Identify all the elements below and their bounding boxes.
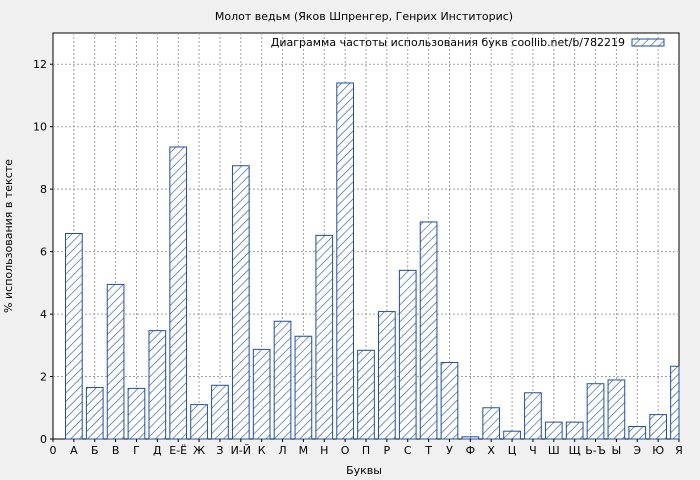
bar-Ч	[524, 392, 542, 440]
x-tick-label: Щ	[569, 444, 581, 457]
bar-Б	[85, 386, 104, 440]
y-tick-label: 12	[33, 58, 47, 71]
x-tick-label: В	[112, 444, 120, 457]
x-tick-label: З	[216, 444, 223, 457]
bar-Ж	[190, 404, 208, 440]
x-tick-label: Я	[675, 444, 683, 457]
x-tick-label: Э	[633, 444, 641, 457]
x-tick-label: Г	[133, 444, 140, 457]
bar-Х	[482, 407, 501, 440]
bar-Ш	[544, 421, 563, 440]
bar-К	[252, 348, 271, 440]
x-tick-label: Л	[278, 444, 286, 457]
x-tick-label: Ж	[193, 444, 205, 457]
y-tick-label: 6	[40, 246, 47, 259]
x-tick-label: Б	[91, 444, 99, 457]
bar-О	[336, 82, 354, 440]
x-tick-label: Е-Ё	[169, 444, 187, 457]
bar-Е-Ё	[169, 146, 188, 440]
x-tick-label: У	[446, 444, 453, 457]
x-tick-label: А	[70, 444, 78, 457]
x-tick-label: К	[258, 444, 266, 457]
bar-С	[398, 269, 417, 440]
y-tick-label: 10	[33, 121, 47, 134]
bar-Ы	[607, 379, 626, 440]
x-tick-label: Т	[424, 444, 432, 457]
x-tick-label: Ф	[466, 444, 475, 457]
y-axis-ticks: 0 2 4 6 8 10 12	[33, 58, 53, 446]
x-tick-label: Ч	[529, 444, 537, 457]
y-tick-label: 0	[40, 433, 47, 446]
bar-У	[440, 361, 459, 440]
bar-Р	[378, 311, 396, 440]
x-tick-label: Ь-Ъ	[585, 444, 606, 457]
x-tick-label: О	[341, 444, 350, 457]
y-tick-label: 8	[40, 183, 47, 196]
x-tick-label: 0	[50, 444, 57, 457]
bar-Щ	[565, 421, 584, 440]
bar-Я	[670, 365, 680, 440]
x-tick-label: Ш	[548, 444, 560, 457]
x-tick-label: Ю	[652, 444, 664, 457]
bar-Н	[315, 234, 334, 440]
legend-swatch	[631, 38, 665, 47]
x-tick-label: С	[404, 444, 412, 457]
bar-Г	[127, 387, 146, 440]
bar-П	[357, 349, 375, 440]
bar-Э	[628, 426, 647, 440]
bar-З	[211, 384, 229, 440]
x-tick-label: Ы	[612, 444, 622, 457]
bar-Ь-Ъ	[586, 383, 605, 440]
bar-Д	[148, 330, 167, 440]
x-tick-label: П	[362, 444, 370, 457]
bar-И-Й	[231, 165, 250, 440]
bars	[65, 82, 680, 440]
bar-Ю	[649, 414, 667, 440]
bar-А	[65, 233, 83, 440]
bar-Ц	[503, 430, 521, 440]
y-tick-label: 2	[40, 371, 47, 384]
y-axis-label: % использования в тексте	[2, 159, 15, 313]
x-tick-label: Х	[487, 444, 495, 457]
bar-В	[106, 283, 125, 440]
x-tick-label: Н	[320, 444, 328, 457]
chart-title: Молот ведьм (Яков Шпренгер, Генрих Инсти…	[215, 10, 513, 23]
bar-Л	[273, 320, 292, 440]
x-axis-ticks: 0 А Б В Г Д Е-Ё Ж З И-Й К Л М Н О П Р С Т У Ф Х Ц Ч Ш Щ Ь-Ъ Ы Э Ю Я	[50, 439, 683, 457]
x-axis-label: Буквы	[346, 464, 382, 477]
y-tick-label: 4	[40, 308, 47, 321]
bar-Т	[419, 221, 438, 440]
x-tick-label: И-Й	[231, 444, 251, 457]
legend-label: Диаграмма частоты использования букв coo…	[271, 36, 625, 49]
legend: Диаграмма частоты использования букв coo…	[271, 36, 665, 49]
x-tick-label: Ц	[508, 444, 517, 457]
bar-Ф	[461, 436, 480, 440]
x-tick-label: Р	[384, 444, 391, 457]
bar-М	[294, 335, 313, 440]
x-tick-label: М	[299, 444, 309, 457]
x-tick-label: Д	[153, 444, 162, 457]
